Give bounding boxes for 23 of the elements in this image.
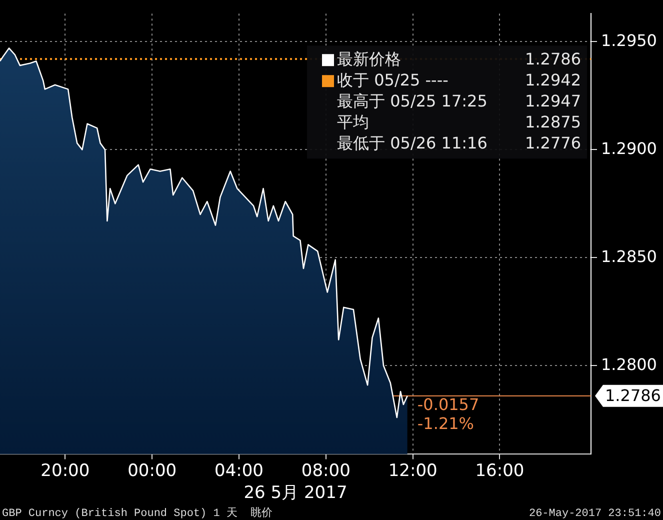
y-tick-label: 1.2800	[601, 354, 657, 374]
x-tick-label: 16:00	[475, 460, 524, 481]
text: 26-May-2017 23:51:40	[528, 508, 661, 520]
text: 最高于 05/25 17:25 1.2947	[337, 91, 581, 110]
y-tick-label: 1.2950	[601, 30, 657, 50]
text: GBP Curncy (British Pound Spot) 1 天 眺价	[2, 507, 273, 520]
x-tick-label: 20:00	[40, 460, 90, 481]
annotation: 1.2786	[525, 49, 581, 68]
text: 平均 1.2875	[337, 112, 581, 132]
x-axis-title: 26 5月 2017	[244, 483, 348, 504]
annotation: 1.2942	[525, 70, 581, 90]
x-tick-label: 08:00	[301, 460, 350, 481]
annotation: -1.21%	[417, 414, 474, 434]
legend-label: 收于 05/25 ----	[337, 70, 448, 90]
annotation: -0.0157	[417, 395, 480, 414]
x-tick-label: 04:00	[214, 460, 264, 481]
y-tick-label: 1.2850	[601, 246, 657, 266]
x-tick-label: 00:00	[128, 460, 177, 481]
text: 最低于 05/26 11:16 1.2776	[337, 133, 581, 152]
x-tick-label: 12:00	[388, 460, 438, 481]
ref-line-label: 1.2786	[605, 386, 661, 406]
y-tick-label: 1.2900	[601, 138, 657, 158]
legend-label: 最新价格	[337, 49, 401, 68]
